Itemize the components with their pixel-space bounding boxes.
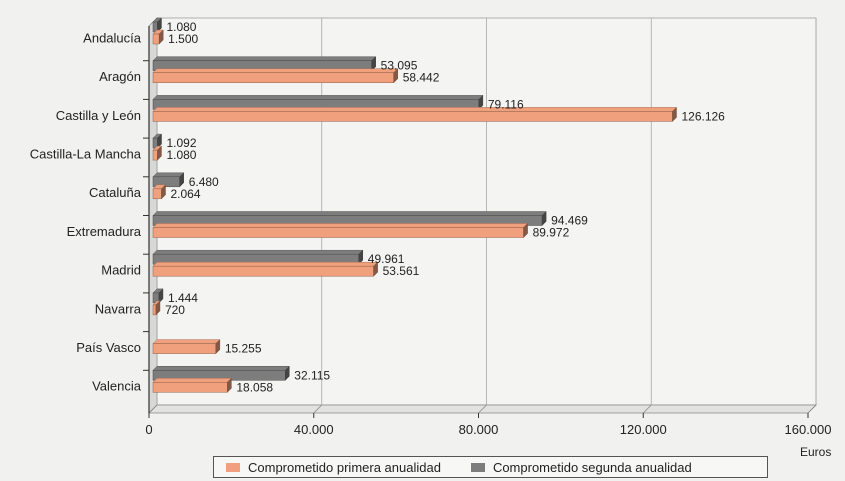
- category-label: Madrid: [101, 263, 141, 278]
- legend-item-segunda: Comprometido segunda anualidad: [470, 459, 692, 475]
- bar-end-face: [157, 145, 162, 161]
- bar: [152, 149, 158, 161]
- category-label: Aragón: [99, 69, 141, 84]
- bar: [152, 265, 374, 277]
- chart-legend: Comprometido primera anualidad Compromet…: [213, 456, 768, 478]
- bar-top-face: [152, 366, 290, 371]
- bar-end-face: [155, 300, 161, 316]
- bar-end-face: [227, 377, 232, 393]
- data-label: 126.126: [681, 109, 725, 123]
- bar-top-face: [152, 107, 678, 112]
- bar-end-face: [373, 261, 378, 277]
- data-label: 15.255: [225, 342, 262, 356]
- bar-end-face: [161, 184, 166, 200]
- data-label: 6.480: [189, 175, 219, 189]
- data-label: 32.115: [294, 368, 330, 382]
- x-floor-line: [313, 404, 323, 414]
- bar-end-face: [285, 365, 290, 381]
- bar-end-face: [371, 56, 376, 72]
- legend-item-primera: Comprometido primera anualidad: [226, 460, 441, 475]
- legend-swatch-segunda: [470, 462, 485, 472]
- bar-top-face: [152, 378, 232, 383]
- data-label: 720: [165, 303, 185, 317]
- bar-end-face: [358, 249, 364, 265]
- bar-top-face: [152, 223, 529, 228]
- x-tick-label: 0: [145, 422, 152, 437]
- x-tick-label: 160.000: [785, 422, 832, 437]
- x-axis-unit-label: Euros: [800, 445, 831, 459]
- data-label: 79.116: [488, 97, 524, 111]
- category-label: Navarra: [95, 301, 142, 316]
- data-label: 1.080: [166, 20, 196, 34]
- bar-end-face: [157, 133, 162, 149]
- bar-top-face: [152, 172, 185, 178]
- bar: [152, 304, 157, 316]
- bar-end-face: [478, 94, 484, 111]
- x-floor-line: [478, 404, 487, 414]
- x-tick-label: 40.000: [294, 422, 334, 437]
- data-label: 58.442: [403, 71, 440, 85]
- category-label: Castilla y León: [56, 108, 141, 123]
- x-tick-label: 80.000: [459, 422, 499, 437]
- category-label: Extremadura: [67, 224, 142, 239]
- bar-end-face: [541, 210, 547, 227]
- bar-end-face: [215, 338, 221, 355]
- category-label: Valencia: [92, 379, 142, 394]
- data-label: 1.500: [168, 32, 198, 46]
- labels-layer: 0 40.000 80.000 120.000 160.000 Andalucía Arag…: [30, 20, 832, 437]
- data-label: 1.080: [166, 148, 196, 162]
- legend-swatch-primera: [226, 462, 240, 472]
- bar-end-face: [158, 288, 164, 304]
- bar: [152, 33, 160, 45]
- bar-top-face: [152, 261, 379, 267]
- bar: [152, 382, 228, 393]
- legend-label-segunda: Comprometido segunda anualidad: [492, 459, 692, 475]
- data-label: 53.561: [383, 264, 420, 278]
- bar-top-face: [152, 68, 399, 73]
- bar: [152, 227, 524, 238]
- bar-end-face: [179, 172, 184, 188]
- data-label: 94.469: [551, 214, 588, 228]
- data-label: 89.972: [533, 226, 570, 240]
- x-tick-label: 120.000: [620, 422, 667, 437]
- bar-end-face: [672, 106, 677, 123]
- data-label: 53.095: [381, 59, 418, 73]
- data-label: 18.058: [236, 380, 273, 394]
- category-label: Andalucía: [83, 30, 142, 45]
- bar-top-face: [152, 95, 484, 100]
- bar: [152, 343, 217, 354]
- data-label: 1.092: [166, 136, 196, 150]
- category-label: País Vasco: [76, 340, 141, 355]
- bar: [152, 72, 394, 83]
- bar-end-face: [158, 29, 164, 45]
- data-label: 1.444: [168, 291, 198, 305]
- bar-top-face: [152, 211, 547, 216]
- bar-top-face: [152, 339, 221, 344]
- x-floor-line: [148, 404, 158, 414]
- x-floor-line: [642, 404, 652, 414]
- bar-end-face: [523, 222, 528, 239]
- x-floor-line: [807, 404, 817, 414]
- legend-label-primera: Comprometido primera anualidad: [248, 459, 441, 475]
- data-label: 49.961: [368, 252, 405, 266]
- bars-layer: [152, 17, 678, 393]
- bar: [152, 111, 673, 122]
- bar-end-face: [393, 68, 398, 84]
- bar-top-face: [152, 56, 377, 61]
- bar: [152, 188, 162, 200]
- data-label: 2.064: [171, 187, 201, 201]
- category-label: Cataluña: [89, 185, 142, 200]
- bar-top-face: [152, 249, 364, 255]
- bar-end-face: [157, 17, 162, 33]
- category-label: Castilla-La Mancha: [30, 146, 142, 161]
